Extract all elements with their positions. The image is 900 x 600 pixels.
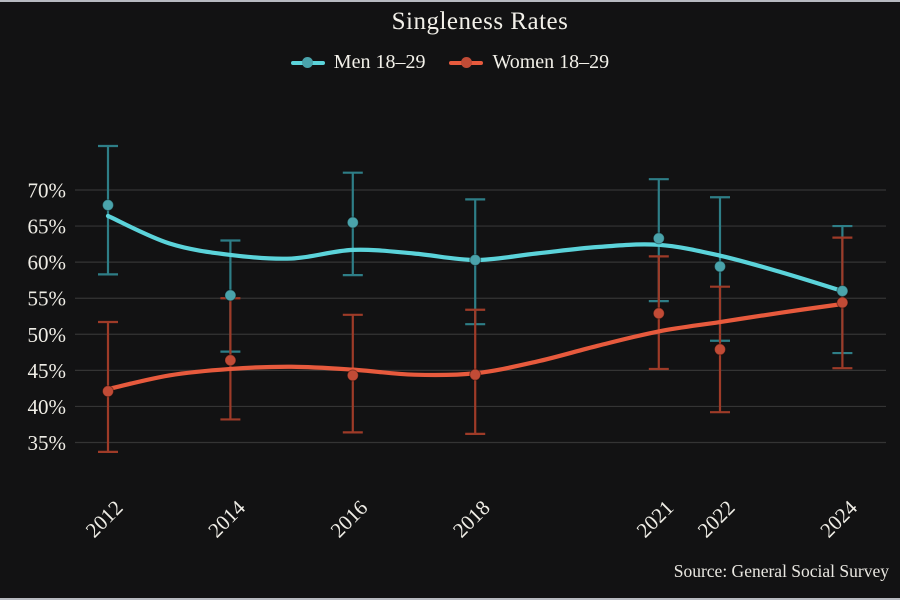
chart-title: Singleness Rates	[391, 8, 569, 35]
y-tick-label: 70%	[28, 179, 67, 203]
data-point	[469, 368, 482, 381]
data-point	[346, 216, 359, 229]
data-point	[652, 232, 665, 245]
y-tick-label: 60%	[28, 251, 67, 275]
data-point	[346, 369, 359, 382]
data-point	[469, 253, 482, 266]
x-tick-label: 2022	[693, 496, 740, 543]
data-point	[836, 285, 849, 298]
x-tick-label: 2018	[448, 496, 495, 543]
legend-dot-swatch	[302, 57, 314, 68]
x-tick-label: 2016	[326, 496, 373, 543]
y-tick-label: 65%	[28, 215, 67, 239]
x-tick-label: 2024	[815, 495, 862, 542]
window-border-top	[0, 0, 900, 2]
data-point	[224, 289, 237, 302]
legend-item-1: Women 18–29	[449, 51, 609, 74]
x-tick-label: 2021	[632, 496, 679, 543]
y-tick-label: 50%	[28, 323, 67, 347]
legend-label: Men 18–29	[333, 51, 426, 73]
window-border-bottom	[0, 598, 900, 600]
legend: Men 18–29 Women 18–29	[0, 51, 900, 74]
y-tick-label: 40%	[28, 395, 67, 419]
legend-marker-icon	[290, 56, 325, 69]
data-point	[224, 354, 237, 367]
data-point	[102, 199, 114, 212]
data-point	[102, 385, 114, 398]
data-point	[714, 260, 726, 273]
x-tick-label: 2014	[203, 495, 250, 542]
data-point	[714, 343, 726, 356]
y-tick-label: 35%	[28, 431, 67, 455]
y-tick-label: 45%	[28, 359, 67, 383]
legend-label: Women 18–29	[492, 51, 610, 73]
data-point	[836, 296, 849, 309]
legend-dot-swatch	[460, 57, 472, 68]
legend-item-0: Men 18–29	[290, 51, 426, 74]
source-note: Source: General Social Survey	[673, 561, 889, 581]
legend-marker-icon	[449, 56, 484, 69]
x-tick-label: 2012	[81, 496, 128, 543]
data-point	[652, 307, 665, 320]
y-tick-label: 55%	[28, 287, 67, 311]
